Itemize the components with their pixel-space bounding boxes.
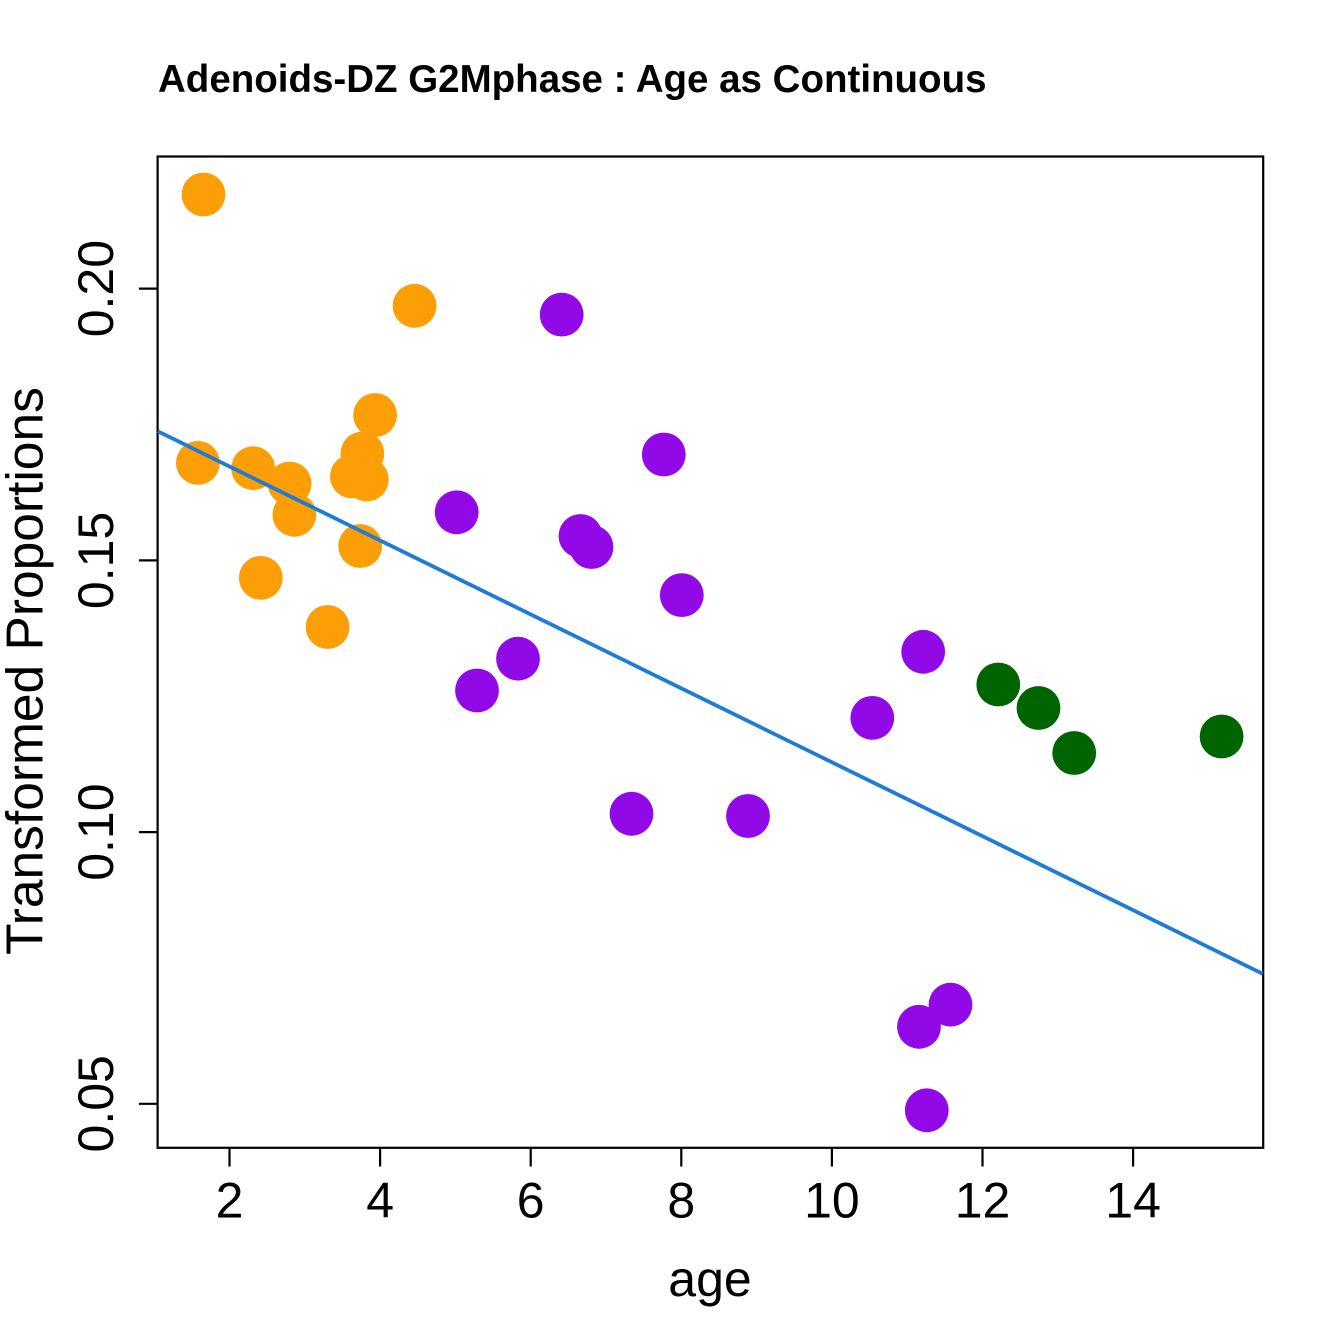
svg-text:0.10: 0.10	[68, 783, 124, 880]
svg-text:14: 14	[1105, 1173, 1161, 1229]
svg-text:age: age	[668, 1251, 751, 1307]
svg-text:12: 12	[955, 1173, 1011, 1229]
svg-text:4: 4	[366, 1173, 394, 1229]
svg-text:2: 2	[216, 1173, 244, 1229]
svg-text:8: 8	[667, 1173, 695, 1229]
svg-text:0.05: 0.05	[68, 1055, 124, 1152]
svg-text:0.15: 0.15	[68, 512, 124, 609]
svg-text:6: 6	[517, 1173, 545, 1229]
svg-text:Transformed Proportions: Transformed Proportions	[0, 387, 54, 955]
svg-text:Adenoids-DZ G2Mphase : Age as: Adenoids-DZ G2Mphase : Age as Continuous	[158, 58, 987, 101]
svg-text:0.20: 0.20	[68, 240, 124, 337]
svg-text:10: 10	[804, 1173, 860, 1229]
